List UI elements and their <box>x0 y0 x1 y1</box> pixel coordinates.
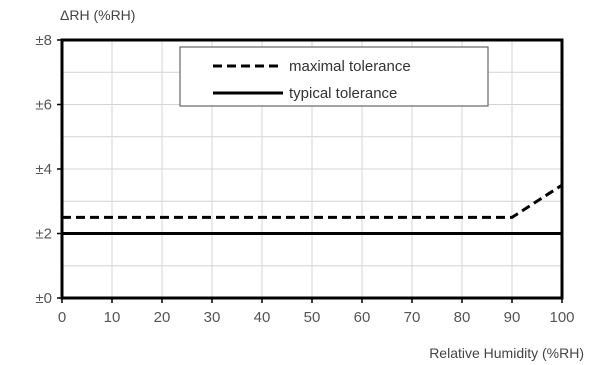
y-axis-ticks: ±0 ±2 ±4 ±6 ±8 <box>35 32 62 307</box>
legend-box <box>179 46 489 107</box>
x-axis-title: Relative Humidity (%RH) <box>429 345 584 361</box>
x-tick-label-20: 20 <box>154 309 171 326</box>
y-tick-label-6: ±6 <box>35 97 52 114</box>
y-axis-title: ΔRH (%RH) <box>60 7 135 23</box>
x-tick-label-30: 30 <box>204 309 221 326</box>
x-tick-label-40: 40 <box>254 309 271 326</box>
x-axis-ticks: 0 10 20 30 40 50 60 70 80 90 100 <box>58 298 575 326</box>
y-tick-label-2: ±2 <box>35 226 52 243</box>
y-tick-label-4: ±4 <box>35 161 52 178</box>
legend-label-maximal-tolerance: maximal tolerance <box>289 58 411 75</box>
series-line-maximal-tolerance <box>62 183 563 219</box>
x-tick-label-60: 60 <box>354 309 371 326</box>
series-layer <box>62 183 563 235</box>
legend: maximal tolerance typical tolerance <box>179 46 489 107</box>
x-tick-label-10: 10 <box>104 309 121 326</box>
x-tick-label-50: 50 <box>304 309 321 326</box>
y-tick-label-0: ±0 <box>35 290 52 307</box>
x-tick-label-0: 0 <box>58 309 66 326</box>
legend-label-typical-tolerance: typical tolerance <box>289 85 397 102</box>
x-tick-label-70: 70 <box>404 309 421 326</box>
x-tick-label-90: 90 <box>504 309 521 326</box>
x-tick-label-100: 100 <box>549 309 574 326</box>
y-tick-label-8: ±8 <box>35 32 52 49</box>
x-tick-label-80: 80 <box>454 309 471 326</box>
